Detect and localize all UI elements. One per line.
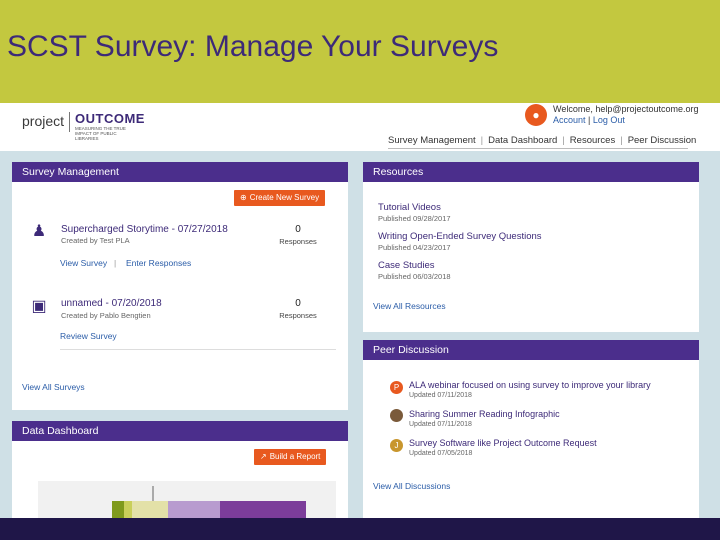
account-links: Account | Log Out — [553, 115, 625, 125]
discussion-date: Updated 07/05/2018 — [409, 450, 473, 457]
resource-title[interactable]: Writing Open-Ended Survey Questions — [378, 231, 542, 242]
response-label: Responses — [279, 237, 317, 246]
discussion-title[interactable]: ALA webinar focused on using survey to i… — [409, 380, 651, 390]
logout-link[interactable]: Log Out — [592, 115, 625, 125]
discussion-avatar-icon: P — [390, 381, 403, 394]
nav-underline — [388, 148, 688, 149]
build-a-report-button[interactable]: ↗ Build a Report — [254, 449, 327, 465]
review-survey-link[interactable]: Review Survey — [60, 331, 117, 341]
data-dashboard-header: Data Dashboard — [12, 421, 348, 441]
plus-circle-icon: ⊕ — [240, 193, 247, 202]
account-separator: | — [588, 115, 593, 125]
app-header: project OUTCOME MEASURING THE TRUE IMPAC… — [0, 103, 720, 151]
survey-management-header: Survey Management — [12, 162, 348, 182]
logo-project-text: project — [22, 112, 71, 132]
people-icon: ♟ — [31, 223, 47, 240]
resource-date: Published 04/23/2017 — [378, 243, 451, 252]
resources-header: Resources — [363, 162, 699, 182]
view-all-discussions-link[interactable]: View All Discussions — [373, 481, 451, 491]
response-count: 0 — [295, 298, 301, 309]
logo-tagline: MEASURING THE TRUE IMPACT OF PUBLIC LIBR… — [75, 126, 126, 141]
discussion-avatar-icon: J — [390, 439, 403, 452]
survey-created-by: Created by Test PLA — [61, 236, 130, 245]
nav-peer-discussion[interactable]: Peer Discussion — [627, 135, 697, 146]
dashboard-chart-area — [38, 481, 336, 518]
slide-footer-band — [0, 518, 720, 540]
user-avatar-icon[interactable]: ● — [525, 104, 547, 126]
trend-chart-icon: ↗ — [260, 452, 267, 461]
data-dashboard-panel: Data Dashboard ↗ Build a Report — [12, 421, 348, 518]
view-all-resources-link[interactable]: View All Resources — [373, 301, 446, 311]
survey-title[interactable]: unnamed - 07/20/2018 — [61, 298, 162, 309]
create-new-survey-label: Create New Survey — [249, 193, 320, 202]
app-screenshot: project OUTCOME MEASURING THE TRUE IMPAC… — [0, 103, 720, 518]
peer-discussion-panel: Peer Discussion P ALA webinar focused on… — [363, 340, 699, 518]
survey-management-panel: Survey Management ⊕ Create New Survey ♟ S… — [12, 162, 348, 410]
resource-title[interactable]: Tutorial Videos — [378, 202, 441, 213]
create-new-survey-button[interactable]: ⊕ Create New Survey — [234, 190, 326, 206]
slide-title-band — [0, 0, 720, 103]
view-all-surveys-link[interactable]: View All Surveys — [22, 382, 85, 392]
resource-date: Published 06/03/2018 — [378, 272, 451, 281]
resources-panel: Resources Tutorial Videos Published 09/2… — [363, 162, 699, 332]
slide-title: SCST Survey: Manage Your Surveys — [7, 30, 499, 63]
peer-discussion-header: Peer Discussion — [363, 340, 699, 360]
discussion-title[interactable]: Sharing Summer Reading Infographic — [409, 409, 560, 419]
survey-created-by: Created by Pablo Bengtien — [61, 311, 151, 320]
chart-marker — [152, 486, 154, 501]
view-survey-link[interactable]: View Survey — [60, 258, 108, 268]
nav-separator: | — [562, 135, 565, 146]
laptop-icon: ▣ — [31, 298, 47, 315]
survey-title[interactable]: Supercharged Storytime - 07/27/2018 — [61, 224, 228, 235]
resource-date: Published 09/28/2017 — [378, 214, 451, 223]
discussion-date: Updated 07/11/2018 — [409, 421, 472, 428]
discussion-avatar-icon — [390, 409, 403, 422]
chart-segment — [168, 501, 220, 518]
nav-survey-management[interactable]: Survey Management — [388, 135, 476, 146]
discussion-title[interactable]: Survey Software like Project Outcome Req… — [409, 438, 597, 448]
survey-divider — [60, 349, 336, 350]
discussion-date: Updated 07/11/2018 — [409, 392, 472, 399]
nav-separator: | — [480, 135, 484, 146]
project-outcome-logo[interactable]: project OUTCOME MEASURING THE TRUE IMPAC… — [22, 111, 145, 142]
enter-responses-link[interactable]: Enter Responses — [126, 258, 192, 268]
resource-title[interactable]: Case Studies — [378, 260, 435, 271]
nav-data-dashboard[interactable]: Data Dashboard — [488, 135, 558, 146]
build-a-report-label: Build a Report — [269, 452, 321, 461]
account-link[interactable]: Account — [553, 115, 586, 125]
nav-separator: | — [620, 135, 623, 146]
chart-segment — [124, 501, 132, 518]
link-separator: | — [114, 258, 117, 268]
chart-segment — [112, 501, 124, 518]
chart-segment — [132, 501, 168, 518]
welcome-text: Welcome, help@projectoutcome.org — [553, 104, 699, 114]
chart-segment — [220, 501, 306, 518]
top-nav: Survey Management | Data Dashboard | Res… — [388, 135, 696, 146]
logo-outcome-text: OUTCOME — [75, 111, 145, 126]
response-label: Responses — [279, 311, 317, 320]
nav-resources[interactable]: Resources — [569, 135, 616, 146]
response-count: 0 — [295, 224, 301, 235]
